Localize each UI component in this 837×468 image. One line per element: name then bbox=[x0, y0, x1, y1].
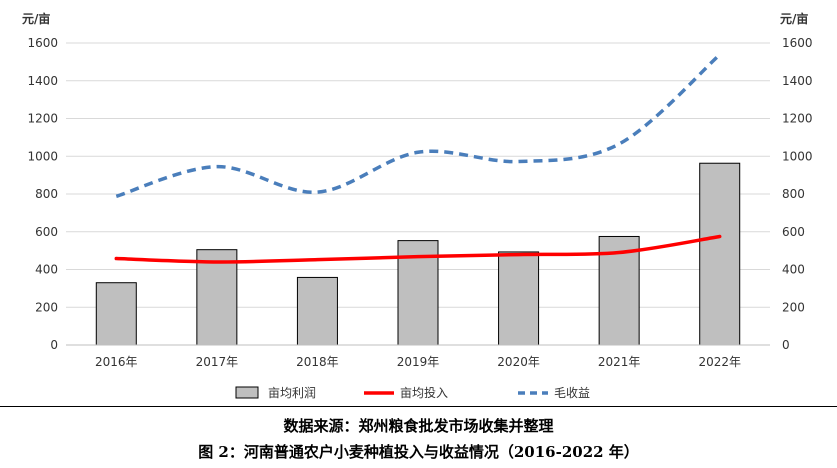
y-tick-label-right: 800 bbox=[782, 187, 805, 201]
x-tick-label: 2022年 bbox=[698, 355, 741, 369]
y-tick-label-right: 1400 bbox=[782, 74, 813, 88]
y-tick-label-left: 1200 bbox=[27, 112, 58, 126]
y-tick-label-left: 800 bbox=[35, 187, 58, 201]
data-source-note: 数据来源：郑州粮食批发市场收集并整理 bbox=[283, 417, 554, 435]
caption-separator bbox=[0, 406, 837, 407]
line-series bbox=[114, 53, 722, 264]
bar bbox=[95, 282, 137, 346]
y-axis-label-left: 元/亩 bbox=[22, 11, 50, 26]
y-tick-label-right: 1600 bbox=[782, 36, 813, 50]
y-tick-label-left: 1600 bbox=[27, 36, 58, 50]
y-tick-label-left: 1000 bbox=[27, 149, 58, 163]
x-tick-label: 2020年 bbox=[497, 355, 540, 369]
x-tick-label: 2019年 bbox=[397, 355, 440, 369]
legend: 亩均利润 亩均投入 毛收益 bbox=[235, 385, 590, 400]
gridlines bbox=[66, 42, 770, 308]
y-tick-label-left: 200 bbox=[35, 300, 58, 314]
chart: 0 0 200 200 400 400 600 600 800 800 1000 1000 1200 12… bbox=[22, 11, 813, 400]
x-tick-label: 2021年 bbox=[598, 355, 641, 369]
legend-label: 毛收益 bbox=[554, 386, 590, 400]
y-tick-label-right: 0 bbox=[782, 338, 790, 352]
y-tick-label-right: 1200 bbox=[782, 112, 813, 126]
line-input-cost bbox=[114, 234, 722, 264]
legend-label: 亩均利润 bbox=[268, 385, 316, 400]
x-tick-label: 2016年 bbox=[95, 355, 138, 369]
legend-swatch-bar bbox=[235, 386, 259, 399]
axes: 0 0 200 200 400 400 600 600 800 800 1000 1000 1200 12… bbox=[27, 36, 812, 369]
y-tick-label-left: 1400 bbox=[27, 74, 58, 88]
y-axis-label-right: 元/亩 bbox=[780, 11, 808, 26]
bar bbox=[296, 276, 338, 346]
bar bbox=[699, 162, 741, 346]
y-tick-label-left: 600 bbox=[35, 225, 58, 239]
y-tick-label-right: 200 bbox=[782, 300, 805, 314]
x-tick-label: 2017年 bbox=[196, 355, 239, 369]
x-tick-label: 2018年 bbox=[296, 355, 339, 369]
y-tick-label-right: 600 bbox=[782, 225, 805, 239]
bar-series-profit bbox=[95, 162, 741, 346]
y-tick-label-right: 1000 bbox=[782, 149, 813, 163]
y-tick-label-right: 400 bbox=[782, 263, 805, 277]
bar bbox=[498, 251, 540, 346]
y-tick-label-left: 400 bbox=[35, 263, 58, 277]
line-gross-income bbox=[115, 53, 721, 198]
figure-title: 图 2：河南普通农户小麦种植投入与收益情况（2016-2022 年） bbox=[198, 443, 639, 461]
y-tick-label-left: 0 bbox=[50, 338, 58, 352]
bar bbox=[196, 249, 238, 346]
legend-label: 亩均投入 bbox=[400, 385, 448, 400]
